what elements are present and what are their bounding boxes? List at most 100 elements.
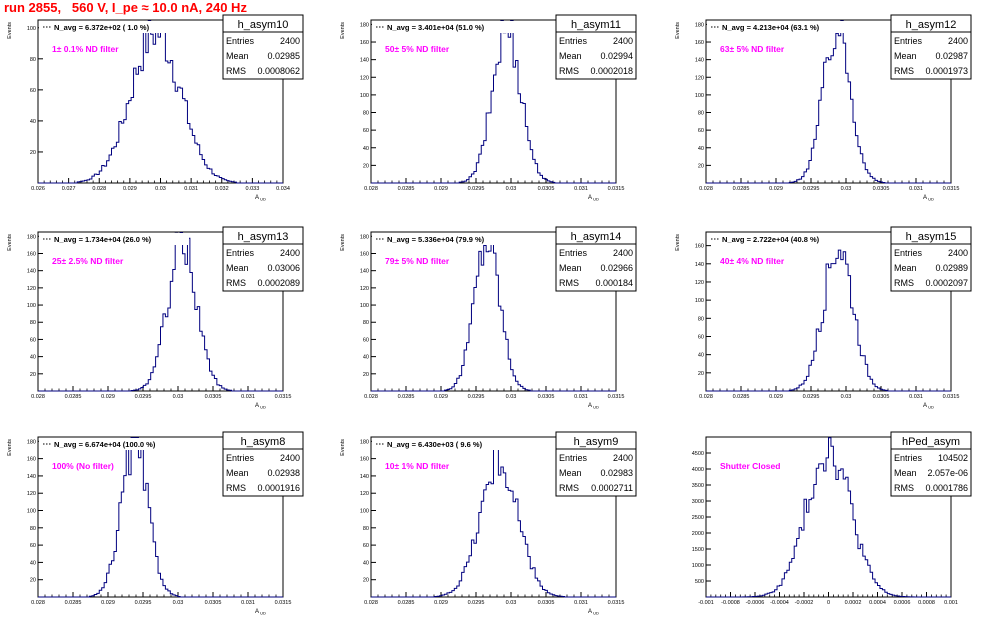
stats-box: h_asym15 Entries 2400 Mean 0.02989 RMS 0.00020… bbox=[890, 226, 972, 292]
x-axis-label: A UD bbox=[588, 195, 599, 202]
x-tick-label: 0.0295 bbox=[135, 394, 152, 400]
y-tick-label: 20 bbox=[30, 372, 36, 378]
y-tick-label: 180 bbox=[360, 234, 369, 240]
stats-label-mean: Mean bbox=[894, 263, 917, 273]
stats-label-entries: Entries bbox=[559, 36, 588, 46]
y-tick-label: 60 bbox=[363, 543, 369, 549]
stats-label-entries: Entries bbox=[226, 248, 255, 258]
y-tick-label: 1000 bbox=[692, 563, 704, 569]
navg-legend-text: N_avg = 3.401e+04 (51.0 %) bbox=[387, 23, 485, 32]
stats-label-entries: Entries bbox=[559, 453, 588, 463]
x-axis-label: A UD bbox=[255, 403, 266, 410]
y-tick-label: 40 bbox=[363, 355, 369, 361]
x-tick-label: 0.032 bbox=[215, 186, 229, 192]
stats-value-entries: 2400 bbox=[613, 248, 633, 258]
navg-legend: N_avg = 3.401e+04 (51.0 %) bbox=[372, 21, 522, 33]
y-tick-label: 120 bbox=[695, 75, 704, 81]
x-tick-label: 0.029 bbox=[769, 394, 783, 400]
x-tick-label: 0.0285 bbox=[398, 186, 415, 192]
x-tick-label: 0.029 bbox=[434, 600, 448, 606]
stats-box: h_asym11 Entries 2400 Mean 0.02994 RMS 0.00020… bbox=[555, 14, 637, 80]
histogram-panel-h_asym8: 20 40 60 80 100 120 140 160 180 0.028 0.0285 0.029 0… bbox=[7, 431, 304, 616]
stats-value-rms: 0.0002089 bbox=[257, 278, 300, 288]
x-tick-label: 0.03 bbox=[506, 394, 517, 400]
y-tick-label: 100 bbox=[27, 509, 36, 515]
y-axis-label: Events bbox=[675, 234, 681, 251]
x-tick-label: 0.031 bbox=[241, 600, 255, 606]
y-tick-label: 2000 bbox=[692, 531, 704, 537]
x-tick-label: 0.031 bbox=[574, 600, 588, 606]
histogram-panel-h_asym15: 20 40 60 80 100 120 140 160 0.028 0.0285 0.029 0.02… bbox=[675, 226, 972, 410]
x-tick-label: 0.028 bbox=[364, 600, 378, 606]
x-tick-label: 0.0305 bbox=[205, 394, 222, 400]
histogram-name: h_asym8 bbox=[241, 436, 286, 448]
filter-note: 100% (No filter) bbox=[52, 461, 114, 471]
navg-legend: N_avg = 6.674e+04 (100.0 %) bbox=[39, 438, 189, 450]
stats-label-entries: Entries bbox=[559, 248, 588, 258]
stats-value-entries: 2400 bbox=[280, 453, 300, 463]
y-tick-label: 80 bbox=[363, 111, 369, 117]
y-tick-label: 180 bbox=[695, 22, 704, 28]
histogram-line bbox=[706, 437, 951, 598]
stats-label-mean: Mean bbox=[226, 468, 249, 478]
stats-value-entries: 2400 bbox=[280, 36, 300, 46]
x-tick-label: 0.03 bbox=[506, 186, 517, 192]
y-tick-label: 60 bbox=[698, 334, 704, 340]
y-tick-label: 180 bbox=[27, 234, 36, 240]
y-tick-label: 180 bbox=[360, 22, 369, 28]
y-tick-label: 40 bbox=[30, 560, 36, 566]
x-tick-label: 0.026 bbox=[31, 186, 45, 192]
x-tick-label: 0.033 bbox=[245, 186, 259, 192]
navg-legend-box bbox=[372, 233, 522, 245]
y-tick-label: 60 bbox=[363, 337, 369, 343]
x-tick-label: 0.0006 bbox=[894, 600, 911, 606]
y-tick-label: 140 bbox=[695, 58, 704, 64]
x-tick-label: 0.0315 bbox=[943, 394, 960, 400]
histogram-name: h_asym9 bbox=[574, 436, 619, 448]
x-tick-label: 0.0295 bbox=[135, 600, 152, 606]
y-tick-label: 60 bbox=[30, 337, 36, 343]
x-tick-label: 0.0295 bbox=[803, 186, 820, 192]
stats-value-rms: 0.0001786 bbox=[925, 483, 968, 493]
y-tick-label: 100 bbox=[360, 509, 369, 515]
histogram-name: h_asym13 bbox=[238, 231, 289, 243]
plot-frame bbox=[37, 231, 284, 392]
stats-box-frame bbox=[222, 431, 304, 497]
y-axis-label: Events bbox=[7, 234, 13, 251]
histogram-name: h_asym14 bbox=[571, 231, 622, 243]
x-tick-label: 0.0004 bbox=[869, 600, 886, 606]
x-tick-label: 0 bbox=[827, 600, 830, 606]
x-tick-label: 0.0305 bbox=[538, 600, 555, 606]
y-tick-label: 80 bbox=[30, 320, 36, 326]
histogram-panel-hPed_asym: 500 1000 1500 2000 2500 3000 3500 4000 4500 -0.00… bbox=[692, 431, 972, 606]
x-tick-label: 0.0002 bbox=[845, 600, 862, 606]
stats-box: hPed_asym Entries 104502 Mean 2.057e-06 RMS 0.… bbox=[890, 431, 972, 497]
x-tick-label: 0.0315 bbox=[608, 394, 625, 400]
y-tick-label: 100 bbox=[360, 303, 369, 309]
histogram-panel-h_asym12: 20 40 60 80 100 120 140 160 180 0.028 0.0285 0.029 0… bbox=[675, 14, 972, 202]
x-tick-label: 0.0295 bbox=[468, 394, 485, 400]
x-axis-label: A UD bbox=[255, 195, 266, 202]
histogram-name: h_asym15 bbox=[906, 231, 957, 243]
stats-label-rms: RMS bbox=[894, 483, 914, 493]
histogram-line bbox=[371, 20, 616, 184]
x-axis-label: A UD bbox=[588, 609, 599, 616]
y-tick-label: 20 bbox=[698, 163, 704, 169]
stats-box-frame bbox=[555, 431, 637, 497]
y-axis-label: Events bbox=[7, 22, 13, 39]
x-tick-label: 0.029 bbox=[434, 186, 448, 192]
stats-label-mean: Mean bbox=[559, 468, 582, 478]
stats-value-mean: 2.057e-06 bbox=[927, 468, 968, 478]
x-tick-label: 0.028 bbox=[699, 394, 713, 400]
plot-frame bbox=[37, 436, 284, 598]
navg-legend: N_avg = 4.213e+04 (63.1 %) bbox=[707, 21, 857, 33]
stats-box-frame bbox=[555, 226, 637, 292]
x-tick-label: 0.03 bbox=[841, 394, 852, 400]
stats-label-mean: Mean bbox=[226, 263, 249, 273]
y-tick-label: 140 bbox=[27, 269, 36, 275]
navg-legend-box bbox=[707, 21, 857, 33]
y-tick-label: 100 bbox=[695, 93, 704, 99]
plot-frame bbox=[370, 19, 617, 184]
x-tick-label: 0.03 bbox=[155, 186, 166, 192]
